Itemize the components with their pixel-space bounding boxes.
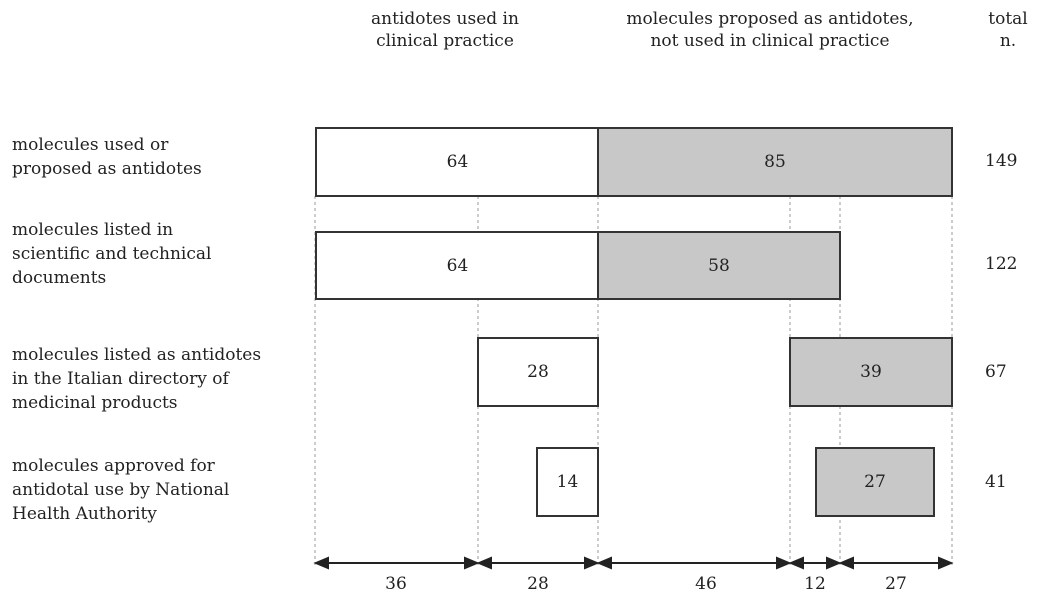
proposed-box: 27 [815,447,935,517]
row-label: molecules listed as antidotes in the Ita… [12,345,262,413]
header-total: total n. [988,9,1028,51]
clinical-box: 14 [536,447,599,517]
row-total: 41 [985,472,1007,492]
clinical-box: 64 [315,127,598,197]
segment-label: 36 [385,574,407,594]
proposed-box: 39 [789,337,953,407]
header-clinical-practice: antidotes used in clinical practice [371,9,519,51]
proposed-box: 85 [597,127,953,197]
proposed-box: 58 [597,231,841,300]
row-total: 122 [985,254,1018,274]
segment-label: 12 [804,574,826,594]
row-total: 149 [985,151,1018,171]
row-label: molecules listed in scientific and techn… [12,220,212,288]
segment-label: 27 [885,574,907,594]
row-label: molecules used or proposed as antidotes [12,135,202,179]
clinical-box: 28 [477,337,599,407]
clinical-box: 64 [315,231,598,300]
segment-label: 46 [695,574,717,594]
header-proposed-antidotes: molecules proposed as antidotes, not use… [626,9,914,51]
segment-label: 28 [527,574,549,594]
row-total: 67 [985,362,1007,382]
row-label: molecules approved for antidotal use by … [12,456,230,524]
